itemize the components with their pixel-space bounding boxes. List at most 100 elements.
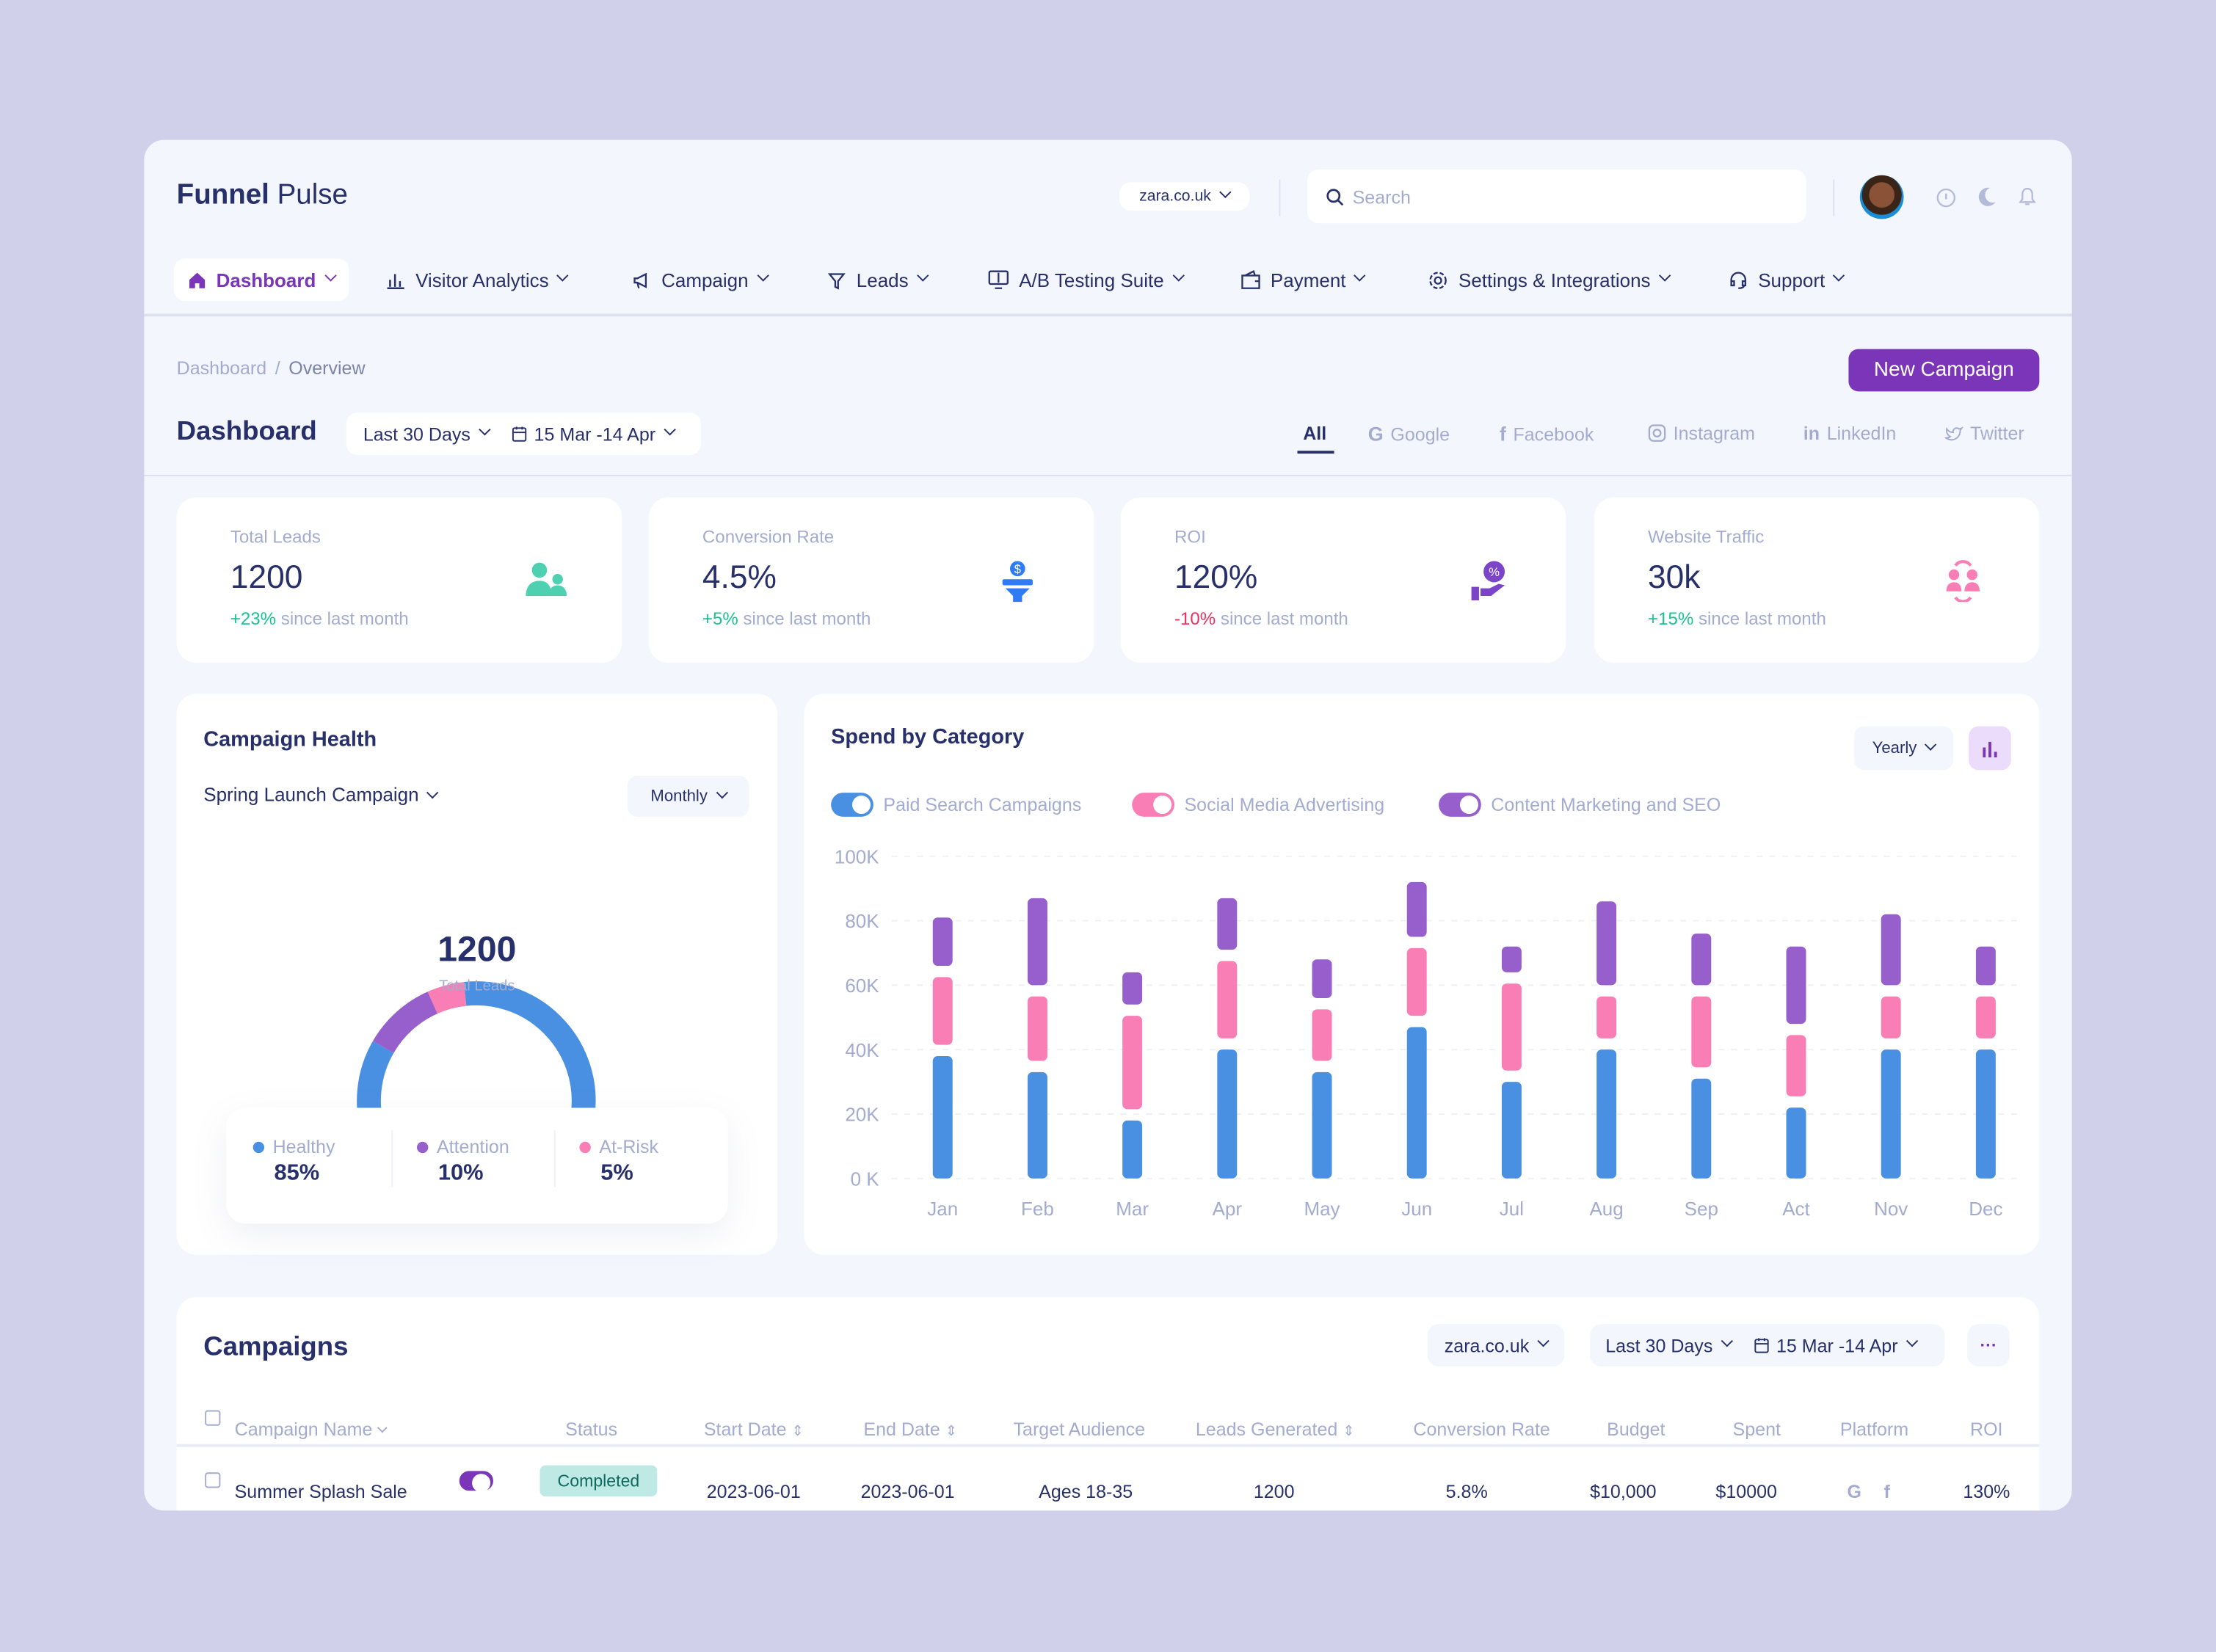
- tab-all[interactable]: All: [1303, 423, 1326, 444]
- bar-apr-series-2[interactable]: [1217, 898, 1238, 950]
- tab-label: Google: [1390, 423, 1450, 445]
- brand-logo[interactable]: Funnel Pulse: [177, 180, 348, 212]
- legend-toggle-1[interactable]: Social Media Advertising: [1132, 793, 1384, 817]
- bar-sep-series-0[interactable]: [1691, 1078, 1712, 1179]
- row-checkbox[interactable]: [205, 1472, 221, 1488]
- bar-may-series-2[interactable]: [1312, 959, 1332, 998]
- date-filter[interactable]: Last 30 Days 15 Mar -14 Apr: [1590, 1324, 1945, 1367]
- column-header-start-date[interactable]: Start Date ⇕: [704, 1419, 804, 1440]
- nav-settings[interactable]: Settings & Integrations: [1428, 258, 1671, 301]
- nav-payment[interactable]: Payment: [1241, 258, 1366, 301]
- nav-support[interactable]: Support: [1729, 258, 1845, 301]
- nav-campaign[interactable]: Campaign: [632, 258, 769, 301]
- range-select[interactable]: 15 Mar -14 Apr: [534, 423, 656, 445]
- sort-icon: ⇕: [945, 1424, 957, 1440]
- bar-nov-series-1[interactable]: [1881, 996, 1901, 1038]
- bar-sep-series-2[interactable]: [1691, 934, 1712, 986]
- bar-feb-series-0[interactable]: [1027, 1071, 1047, 1179]
- chevron-down-icon: [377, 1422, 387, 1433]
- bar-act-series-0[interactable]: [1786, 1107, 1806, 1179]
- info-icon[interactable]: [1936, 188, 1956, 208]
- period-select[interactable]: Last 30 Days: [1605, 1334, 1713, 1356]
- bar-sep-series-1[interactable]: [1691, 996, 1712, 1068]
- tab-twitter[interactable]: Twitter: [1944, 423, 2024, 444]
- bar-nov-series-2[interactable]: [1881, 914, 1901, 986]
- bar-dec-series-2[interactable]: [1975, 946, 1996, 986]
- nav-leads[interactable]: Leads: [827, 258, 929, 301]
- bar-jul-series-1[interactable]: [1501, 983, 1522, 1071]
- tab-instagram[interactable]: Instagram: [1648, 423, 1755, 444]
- campaign-name[interactable]: Summer Splash Sale: [234, 1480, 407, 1502]
- tab-facebook[interactable]: f Facebook: [1500, 423, 1594, 445]
- bar-mar-series-1[interactable]: [1122, 1016, 1143, 1110]
- bar-apr-series-0[interactable]: [1217, 1049, 1238, 1179]
- donut-segment-attention[interactable]: [372, 991, 438, 1054]
- breadcrumb-root[interactable]: Dashboard: [176, 357, 267, 379]
- select-all-checkbox[interactable]: [205, 1410, 221, 1426]
- domain-selector[interactable]: zara.co.uk: [1119, 182, 1250, 211]
- hand-percent-icon: %: [1471, 561, 1505, 601]
- bar-mar-series-2[interactable]: [1122, 972, 1143, 1005]
- bar-apr-series-1[interactable]: [1217, 961, 1238, 1038]
- more-options-button[interactable]: ···: [1967, 1324, 2010, 1367]
- column-header-end-date[interactable]: End Date ⇕: [863, 1419, 956, 1440]
- tab-linkedin[interactable]: in LinkedIn: [1803, 423, 1897, 444]
- donut-segment-at-risk[interactable]: [427, 982, 467, 1014]
- bar-jan-series-2[interactable]: [932, 917, 953, 967]
- bar-mar-series-0[interactable]: [1122, 1120, 1143, 1179]
- campaign-toggle[interactable]: [459, 1471, 493, 1493]
- bar-nov-series-0[interactable]: [1881, 1049, 1901, 1179]
- kpi-label: ROI: [1174, 527, 1206, 547]
- column-header-campaign-name[interactable]: Campaign Name: [235, 1419, 387, 1440]
- toggle-switch[interactable]: [1439, 793, 1481, 817]
- bar-aug-series-2[interactable]: [1596, 901, 1617, 986]
- search-input[interactable]: Search: [1307, 170, 1806, 224]
- bar-jul-series-2[interactable]: [1501, 946, 1522, 972]
- kpi-value: 120%: [1174, 558, 1258, 595]
- legend-toggle-2[interactable]: Content Marketing and SEO: [1439, 793, 1721, 817]
- legend-toggle-0[interactable]: Paid Search Campaigns: [831, 793, 1081, 817]
- bar-act-series-1[interactable]: [1786, 1035, 1806, 1096]
- nav-dashboard[interactable]: Dashboard: [173, 258, 349, 302]
- conversion-rate: 5.8%: [1445, 1480, 1488, 1502]
- toggle-switch[interactable]: [1132, 793, 1175, 817]
- bar-jan-series-1[interactable]: [932, 977, 953, 1045]
- campaign-select[interactable]: Spring Launch Campaign: [203, 785, 440, 805]
- bar-dec-series-0[interactable]: [1975, 1049, 1996, 1179]
- column-header-leads-generated[interactable]: Leads Generated ⇕: [1196, 1419, 1355, 1440]
- google-icon: G: [1367, 422, 1384, 445]
- bar-jun-series-1[interactable]: [1406, 947, 1427, 1016]
- nav-visitor-analytics[interactable]: Visitor Analytics: [386, 258, 570, 301]
- bar-act-series-2[interactable]: [1786, 946, 1806, 1025]
- bar-aug-series-0[interactable]: [1596, 1049, 1617, 1179]
- moon-icon[interactable]: [1977, 186, 1997, 208]
- bar-feb-series-1[interactable]: [1027, 996, 1047, 1061]
- tab-google[interactable]: G Google: [1368, 423, 1450, 445]
- bar-dec-series-1[interactable]: [1975, 996, 1996, 1038]
- legend-label: Social Media Advertising: [1184, 794, 1385, 815]
- chevron-down-icon: [1218, 186, 1232, 199]
- bar-may-series-1[interactable]: [1312, 1009, 1332, 1061]
- yearly-select[interactable]: Yearly: [1854, 726, 1953, 771]
- bar-feb-series-2[interactable]: [1027, 898, 1047, 986]
- chart-type-button[interactable]: [1969, 726, 2011, 771]
- bar-jun-series-2[interactable]: [1406, 881, 1427, 937]
- bell-icon[interactable]: [2018, 186, 2036, 208]
- bar-may-series-0[interactable]: [1312, 1071, 1332, 1179]
- range-select[interactable]: 15 Mar -14 Apr: [1776, 1334, 1898, 1356]
- avatar[interactable]: [1859, 175, 1904, 219]
- bar-jan-series-0[interactable]: [932, 1055, 953, 1179]
- nav-ab-testing[interactable]: A/B Testing Suite: [988, 258, 1185, 301]
- brand-light: Pulse: [277, 179, 348, 211]
- domain-selector[interactable]: zara.co.uk: [1427, 1324, 1565, 1367]
- bar-jun-series-0[interactable]: [1406, 1027, 1427, 1179]
- period-label: Monthly: [650, 787, 708, 805]
- period-select[interactable]: Monthly: [627, 776, 749, 817]
- column-header-conversion-rate: Conversion Rate: [1413, 1419, 1550, 1440]
- date-filter[interactable]: Last 30 Days 15 Mar -14 Apr: [346, 412, 701, 455]
- period-select[interactable]: Last 30 Days: [363, 423, 471, 445]
- bar-aug-series-1[interactable]: [1596, 996, 1617, 1038]
- bar-jul-series-0[interactable]: [1501, 1082, 1522, 1179]
- toggle-switch[interactable]: [831, 793, 873, 817]
- new-campaign-button[interactable]: New Campaign: [1848, 349, 2040, 392]
